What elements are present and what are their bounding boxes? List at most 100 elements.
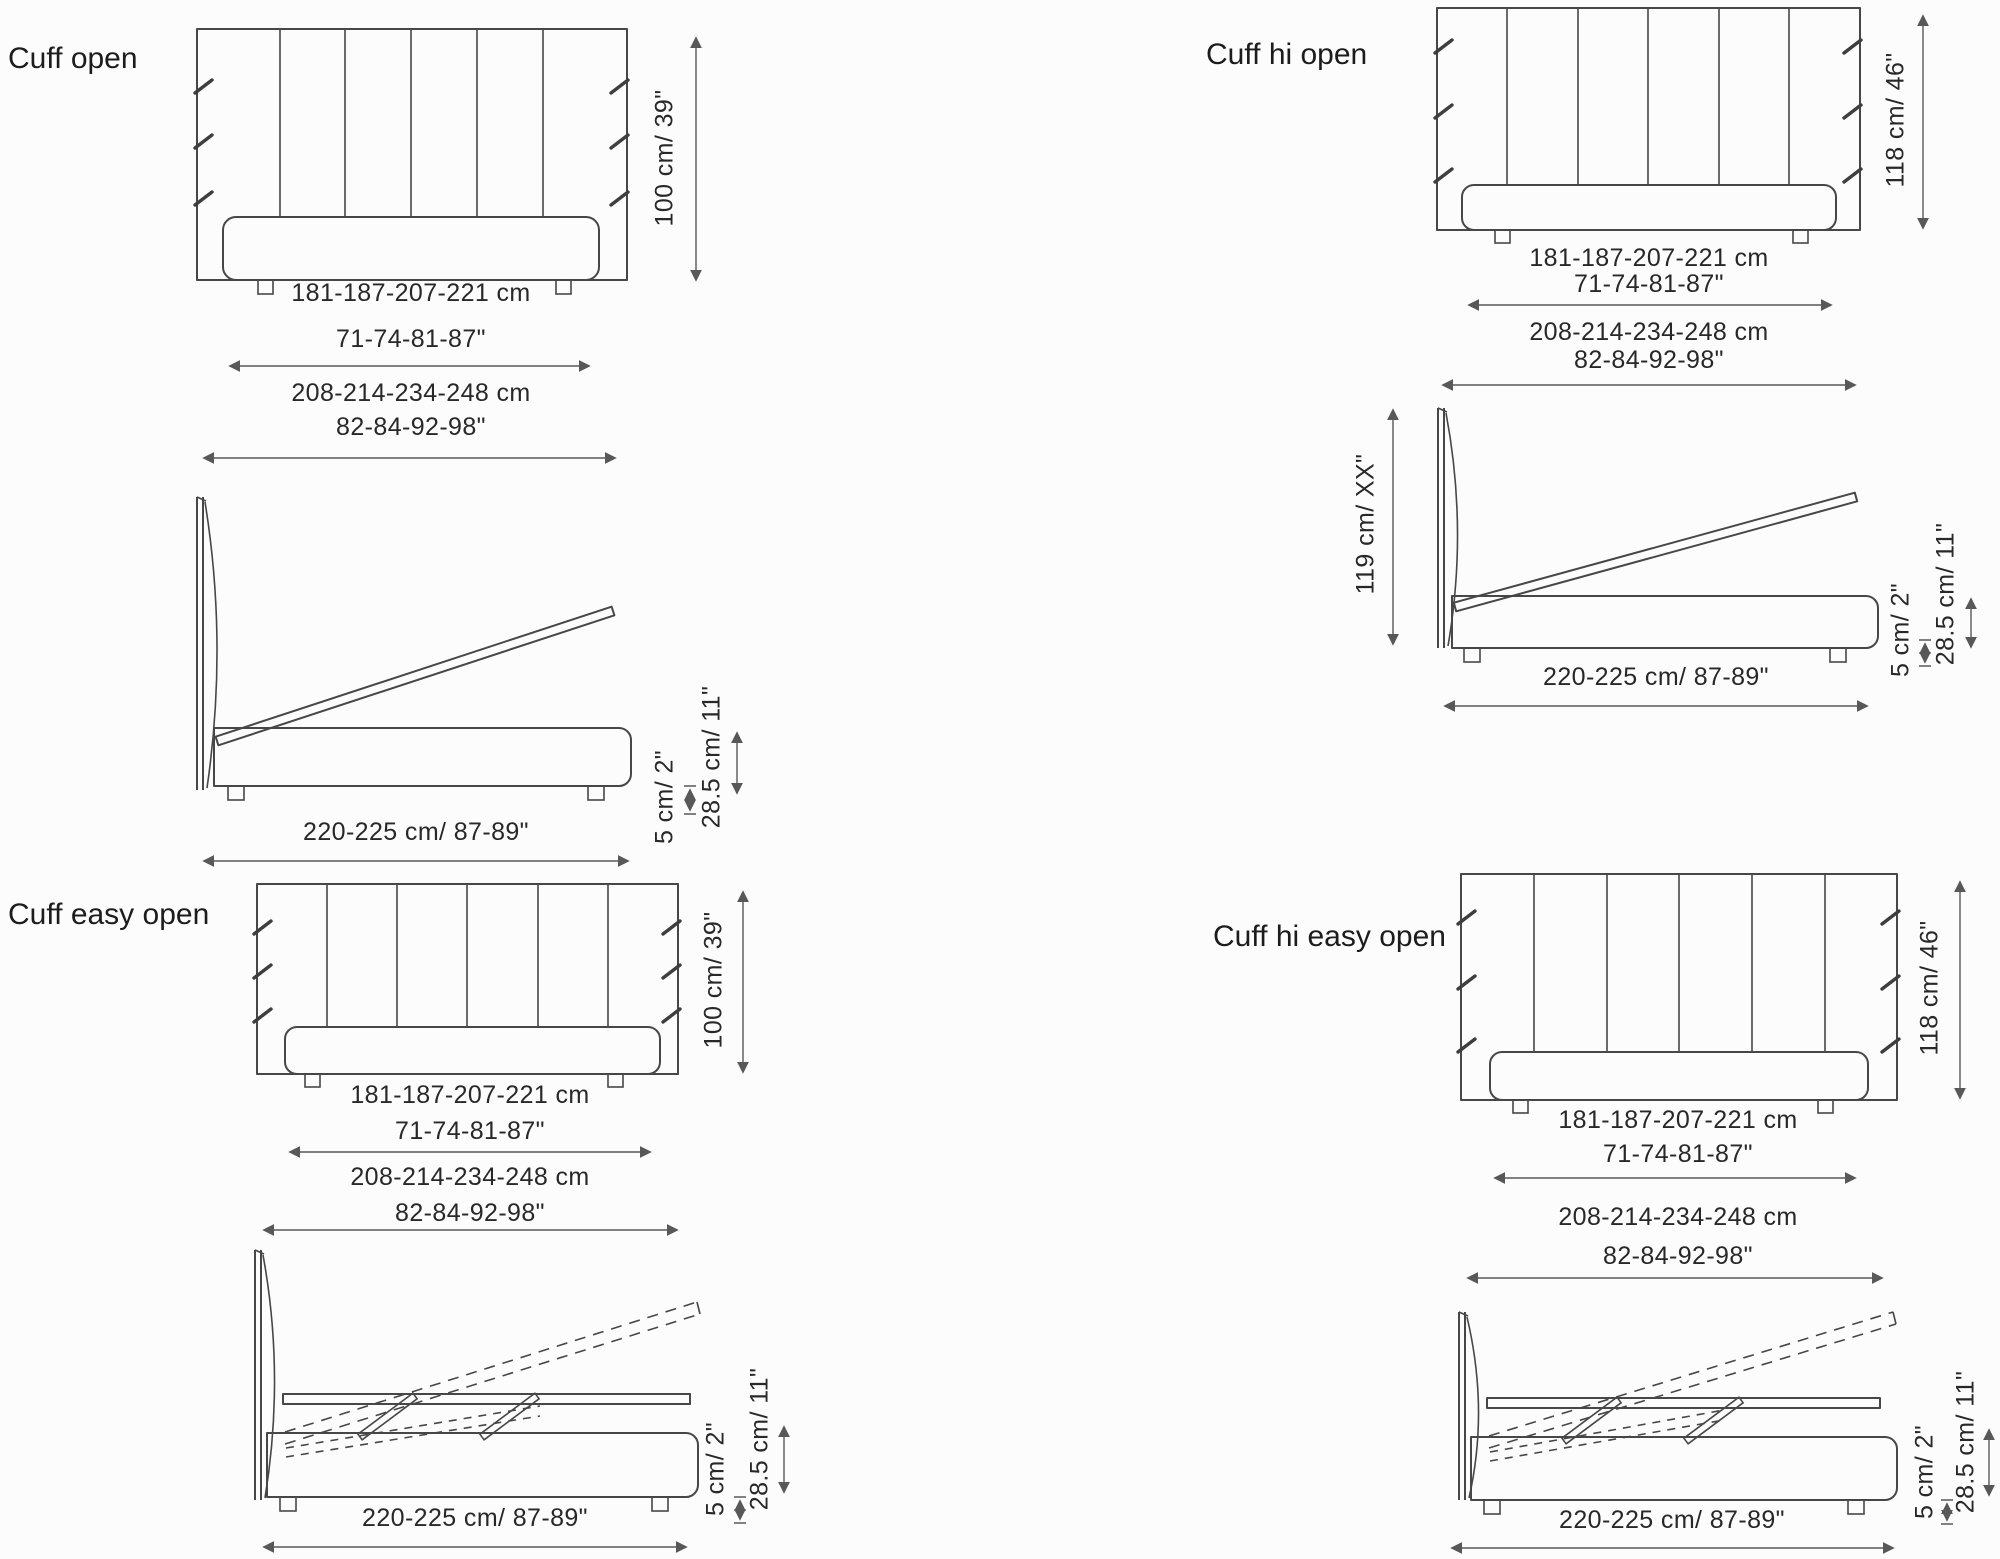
bed-base-front bbox=[284, 1026, 661, 1075]
overall-width-in-label: 82-84-92-98" bbox=[1603, 1242, 1753, 1270]
lift-strut bbox=[1682, 1396, 1745, 1445]
bed-base-side bbox=[213, 727, 632, 787]
storage-lid-open bbox=[214, 605, 616, 747]
cuff-open-drawing bbox=[193, 28, 743, 867]
storage-depth-label: 28.5 cm/ 11" bbox=[1931, 522, 1960, 666]
lid-dashed-tip bbox=[696, 1301, 701, 1315]
mattress-width-in-label: 71-74-81-87" bbox=[1603, 1140, 1753, 1168]
diagram-title: Cuff hi open bbox=[1206, 38, 1368, 71]
lift-strut bbox=[356, 1392, 419, 1441]
cuff-hi-easy-open-drawing bbox=[1450, 873, 1995, 1554]
edge-stitch-ticks bbox=[1433, 38, 1863, 184]
bed-foot bbox=[555, 279, 572, 295]
headboard-profile-curve bbox=[1437, 407, 1459, 647]
slatted-top-closed bbox=[1486, 1397, 1881, 1409]
bed-foot bbox=[1829, 647, 1847, 663]
headboard-outline bbox=[196, 28, 628, 281]
overall-width-cm-label: 208-214-234-248 cm bbox=[350, 1163, 590, 1191]
bed-foot bbox=[304, 1073, 321, 1088]
mattress-width-cm-label: 181-187-207-221 cm bbox=[1558, 1106, 1798, 1134]
mattress-width-in-label: 71-74-81-87" bbox=[336, 325, 486, 353]
overall-width-in-label: 82-84-92-98" bbox=[395, 1199, 545, 1227]
bed-foot bbox=[1847, 1499, 1865, 1515]
bed-foot bbox=[257, 279, 274, 295]
mattress-width-cm-label: 181-187-207-221 cm bbox=[350, 1081, 590, 1109]
headboard-panel-seams bbox=[326, 884, 609, 1027]
bed-base-front bbox=[1489, 1051, 1869, 1101]
bed-foot bbox=[227, 785, 245, 801]
bed-base-front bbox=[222, 216, 600, 281]
headboard-profile-back bbox=[196, 497, 204, 790]
clearance-ticks bbox=[684, 785, 696, 815]
cuff-hi-easy-open-side-view bbox=[1450, 1311, 1995, 1554]
edge-stitch-ticks bbox=[252, 919, 682, 1024]
bed-foot bbox=[1494, 229, 1511, 244]
headboard-profile-curve bbox=[254, 1249, 276, 1499]
headboard-profile-curve bbox=[1458, 1311, 1480, 1499]
bed-length-label: 220-225 cm/ 87-89" bbox=[1559, 1506, 1785, 1534]
bed-foot bbox=[1463, 647, 1481, 663]
headboard-panel-seams bbox=[279, 29, 544, 217]
cuff-hi-open-drawing bbox=[1387, 7, 1977, 712]
cuff-hi-open-side-view bbox=[1387, 407, 1977, 712]
mattress-width-cm-label: 181-187-207-221 cm bbox=[291, 279, 531, 307]
bed-length-label: 220-225 cm/ 87-89" bbox=[362, 1504, 588, 1532]
headboard-height-label: 118 cm/ 46" bbox=[1881, 52, 1910, 188]
cuff-hi-open-front-view bbox=[1433, 7, 1929, 244]
bed-foot bbox=[587, 785, 605, 801]
overall-width-in-label: 82-84-92-98" bbox=[336, 413, 486, 441]
cuff-easy-open-side-view bbox=[254, 1249, 790, 1553]
headboard-profile-back bbox=[1437, 408, 1445, 648]
lid-open-position-dashed bbox=[1488, 1311, 1897, 1449]
mattress-width-in-label: 71-74-81-87" bbox=[1574, 270, 1724, 298]
edge-stitch-ticks bbox=[1456, 909, 1901, 1054]
overall-width-in-label: 82-84-92-98" bbox=[1574, 346, 1724, 374]
base-clearance-label: 5 cm/ 2" bbox=[1886, 582, 1915, 678]
cuff-open-side-view bbox=[196, 496, 743, 867]
overall-width-cm-label: 208-214-234-248 cm bbox=[1529, 318, 1769, 346]
lift-strut bbox=[478, 1392, 541, 1441]
side-headboard-height-label: 119 cm/ XX" bbox=[1351, 453, 1380, 595]
clearance-ticks bbox=[734, 1496, 746, 1524]
overall-width-cm-label: 208-214-234-248 cm bbox=[291, 379, 531, 407]
headboard-profile-back bbox=[1458, 1312, 1466, 1500]
lift-path-dashed bbox=[1489, 1409, 1725, 1462]
bed-base-side bbox=[1451, 595, 1879, 649]
bed-foot bbox=[1512, 1099, 1529, 1114]
diagram-title: Cuff open bbox=[8, 42, 138, 75]
headboard-panel-seams bbox=[1533, 874, 1826, 1052]
storage-lid-open bbox=[1452, 491, 1859, 613]
storage-depth-label: 28.5 cm/ 11" bbox=[1951, 1370, 1980, 1514]
headboard-height-label: 100 cm/ 39" bbox=[699, 911, 728, 1049]
bed-foot bbox=[651, 1496, 669, 1512]
headboard-profile-curve bbox=[196, 496, 218, 789]
storage-depth-label: 28.5 cm/ 11" bbox=[745, 1367, 774, 1511]
mattress-width-in-label: 71-74-81-87" bbox=[395, 1117, 545, 1145]
overall-width-cm-label: 208-214-234-248 cm bbox=[1558, 1203, 1798, 1231]
clearance-ticks bbox=[1919, 639, 1931, 667]
bed-foot bbox=[1483, 1499, 1501, 1515]
diagram-title: Cuff easy open bbox=[8, 898, 210, 931]
lid-open-position-dashed bbox=[284, 1301, 701, 1445]
headboard-height-label: 100 cm/ 39" bbox=[650, 89, 679, 227]
cuff-easy-open-front-view bbox=[252, 883, 749, 1088]
bed-length-label: 220-225 cm/ 87-89" bbox=[303, 818, 529, 846]
clearance-ticks bbox=[1941, 1499, 1953, 1525]
diagram-title: Cuff hi easy open bbox=[1213, 920, 1446, 953]
lift-strut bbox=[1560, 1396, 1623, 1445]
bed-foot bbox=[279, 1496, 297, 1512]
base-clearance-label: 5 cm/ 2" bbox=[1910, 1424, 1939, 1520]
bed-foot bbox=[1792, 229, 1809, 244]
bed-length-label: 220-225 cm/ 87-89" bbox=[1543, 663, 1769, 691]
bed-foot bbox=[1817, 1099, 1834, 1114]
base-clearance-label: 5 cm/ 2" bbox=[650, 749, 679, 845]
bed-foot bbox=[607, 1073, 624, 1088]
headboard-height-label: 118 cm/ 46" bbox=[1915, 920, 1944, 1056]
base-clearance-label: 5 cm/ 2" bbox=[701, 1421, 730, 1517]
storage-depth-label: 28.5 cm/ 11" bbox=[697, 685, 726, 829]
lift-path-dashed bbox=[285, 1405, 541, 1458]
cuff-hi-easy-open-front-view bbox=[1456, 873, 1966, 1114]
bed-base-front bbox=[1461, 184, 1837, 231]
